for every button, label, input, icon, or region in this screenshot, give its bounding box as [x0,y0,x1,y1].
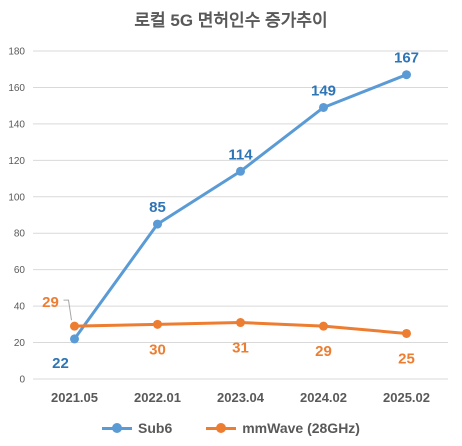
legend-item-sub6: Sub6 [102,420,172,436]
chart-legend: Sub6 mmWave (28GHz) [0,420,462,436]
x-tick-label: 2021.05 [51,390,98,405]
x-tick-label: 2023.04 [217,390,265,405]
data-point [236,318,245,328]
data-label: 31 [232,340,249,357]
data-point [236,166,245,176]
legend-item-mmwave: mmWave (28GHz) [206,420,360,436]
x-tick-label: 2024.02 [300,390,347,405]
data-label: 22 [52,355,69,372]
legend-swatch-sub6 [102,422,132,434]
y-tick-label: 20 [14,338,26,349]
y-tick-label: 120 [8,156,25,167]
y-tick-label: 100 [8,192,25,203]
legend-label-mmwave: mmWave (28GHz) [242,420,360,436]
y-tick-label: 60 [14,265,26,276]
x-tick-label: 2025.02 [383,390,430,405]
data-point [319,102,328,112]
y-tick-label: 180 [8,47,25,58]
data-label: 29 [42,294,59,311]
legend-label-sub6: Sub6 [138,420,173,436]
data-point [70,321,79,331]
data-point [319,321,328,331]
data-point [402,70,411,80]
y-tick-label: 0 [19,375,25,386]
data-label: 114 [228,146,253,163]
y-tick-label: 140 [8,119,25,130]
chart-title: 로컬 5G 면허인수 증가추이 [134,11,328,30]
legend-swatch-mmwave [206,422,237,434]
data-point [153,219,162,229]
data-label: 85 [149,199,166,216]
data-point [70,334,79,344]
y-tick-label: 40 [14,302,26,313]
data-point [153,319,162,329]
y-tick-label: 80 [14,229,26,240]
y-tick-label: 160 [8,83,25,94]
data-label: 29 [315,343,332,360]
data-label: 167 [394,50,419,67]
x-tick-label: 2022.01 [134,390,181,405]
data-label: 149 [311,82,336,99]
data-label: 30 [149,341,166,358]
leader-line [63,299,72,321]
data-label: 25 [398,350,415,367]
data-point [402,328,411,338]
series-line-0 [73,73,408,340]
